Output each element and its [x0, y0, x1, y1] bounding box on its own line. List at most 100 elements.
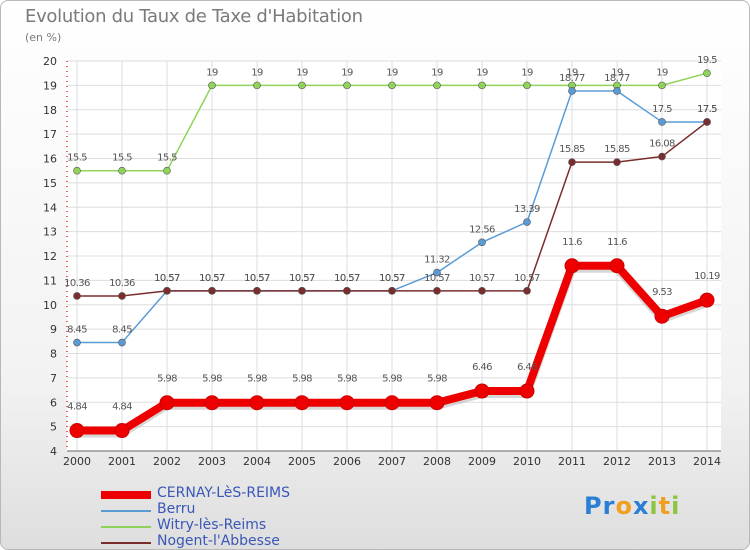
data-point	[343, 81, 351, 90]
data-label: 10.19	[694, 271, 720, 282]
data-label: 15.5	[157, 153, 177, 164]
data-label: 10.57	[289, 273, 315, 284]
data-label: 18.77	[559, 73, 585, 84]
data-label: 11.32	[424, 255, 450, 266]
data-label: 15.85	[604, 144, 630, 155]
data-point	[298, 81, 306, 90]
data-label: 6.46	[517, 362, 537, 373]
data-label: 17.5	[697, 104, 717, 115]
data-label: 17.5	[697, 104, 717, 115]
y-tick-label: 12	[43, 250, 57, 263]
data-label: 19	[296, 67, 308, 78]
data-point	[613, 158, 621, 166]
legend-item: Nogent-l'Abbesse	[101, 533, 361, 549]
data-label: 19	[566, 67, 578, 78]
data-label: 18.77	[604, 73, 630, 84]
data-label: 10.36	[64, 278, 90, 289]
legend-label: Berru	[157, 501, 196, 517]
data-label: 19	[476, 67, 488, 78]
data-point	[339, 395, 355, 411]
data-label: 5.98	[157, 374, 177, 385]
data-point	[73, 338, 81, 347]
data-label: 15.85	[559, 144, 585, 155]
data-label: 4.84	[67, 402, 87, 413]
data-label: 19	[386, 67, 398, 78]
legend-label: Witry-lès-Reims	[157, 517, 267, 533]
data-label: 19	[521, 67, 533, 78]
data-label: 19	[251, 67, 263, 78]
data-label: 10.57	[154, 273, 180, 284]
data-point	[478, 81, 486, 90]
logo-letter: o	[615, 492, 633, 520]
x-tick-label: 2006	[333, 455, 361, 468]
y-tick-label: 13	[43, 226, 57, 239]
data-point	[163, 287, 171, 295]
data-point	[298, 287, 306, 295]
proxiti-logo: Proxiti	[584, 492, 680, 520]
data-label: 15.5	[67, 153, 87, 164]
data-point	[208, 287, 216, 295]
data-point	[118, 292, 126, 300]
data-point	[478, 238, 486, 247]
x-tick-label: 2010	[513, 455, 541, 468]
legend: CERNAY-LèS-REIMS Berru Witry-lès-Reims Noge…	[101, 485, 361, 549]
data-point	[609, 258, 625, 274]
data-point	[433, 268, 441, 277]
data-point	[114, 423, 130, 439]
data-point	[613, 87, 621, 95]
legend-item: Berru	[101, 501, 361, 519]
logo-letter: t	[658, 492, 672, 520]
data-point	[388, 81, 396, 90]
data-label: 5.98	[427, 374, 447, 385]
data-point	[523, 81, 531, 90]
data-point	[658, 152, 666, 161]
y-tick-label: 15	[43, 177, 57, 190]
data-point	[204, 395, 220, 411]
data-label: 10.57	[514, 273, 540, 284]
x-tick-label: 2012	[603, 455, 631, 468]
data-point	[253, 287, 261, 295]
data-point	[478, 287, 486, 295]
data-label: 4.84	[112, 402, 132, 413]
x-tick-label: 2009	[468, 455, 496, 468]
y-tick-label: 14	[43, 201, 57, 214]
data-point	[249, 395, 265, 411]
data-label: 10.57	[469, 273, 495, 284]
y-tick-label: 19	[43, 79, 57, 92]
chart-title: Evolution du Taux de Taxe d'Habitation	[25, 6, 363, 27]
data-label: 10.57	[289, 273, 315, 284]
legend-swatch	[101, 510, 151, 512]
x-tick-label: 2007	[378, 455, 406, 468]
x-tick-label: 2001	[108, 455, 136, 468]
legend-label: CERNAY-LèS-REIMS	[157, 485, 291, 501]
data-point	[294, 395, 310, 411]
data-label: 5.98	[382, 374, 402, 385]
data-point	[69, 423, 85, 439]
data-label: 10.36	[109, 278, 135, 289]
logo-letter: i	[671, 492, 681, 520]
data-label: 10.57	[334, 273, 360, 284]
data-point	[654, 308, 670, 324]
data-point	[523, 218, 531, 226]
y-tick-label: 9	[50, 323, 57, 336]
x-tick-label: 2013	[648, 455, 676, 468]
data-label: 8.45	[112, 325, 132, 336]
data-label: 15.5	[112, 153, 132, 164]
data-label: 19	[341, 67, 353, 78]
data-label: 5.98	[292, 374, 312, 385]
data-point	[73, 166, 81, 175]
data-label: 13.39	[514, 204, 540, 215]
x-tick-label: 2005	[288, 455, 316, 468]
data-point	[568, 158, 576, 166]
data-point	[388, 287, 396, 295]
data-point	[523, 287, 531, 295]
data-point	[118, 166, 126, 175]
data-point	[118, 338, 126, 347]
y-tick-label: 10	[43, 299, 57, 312]
data-label: 19	[611, 67, 623, 78]
x-tick-label: 2002	[153, 455, 181, 468]
y-tick-label: 20	[43, 55, 57, 68]
legend-label: Nogent-l'Abbesse	[157, 533, 280, 549]
y-tick-label: 8	[50, 348, 57, 361]
